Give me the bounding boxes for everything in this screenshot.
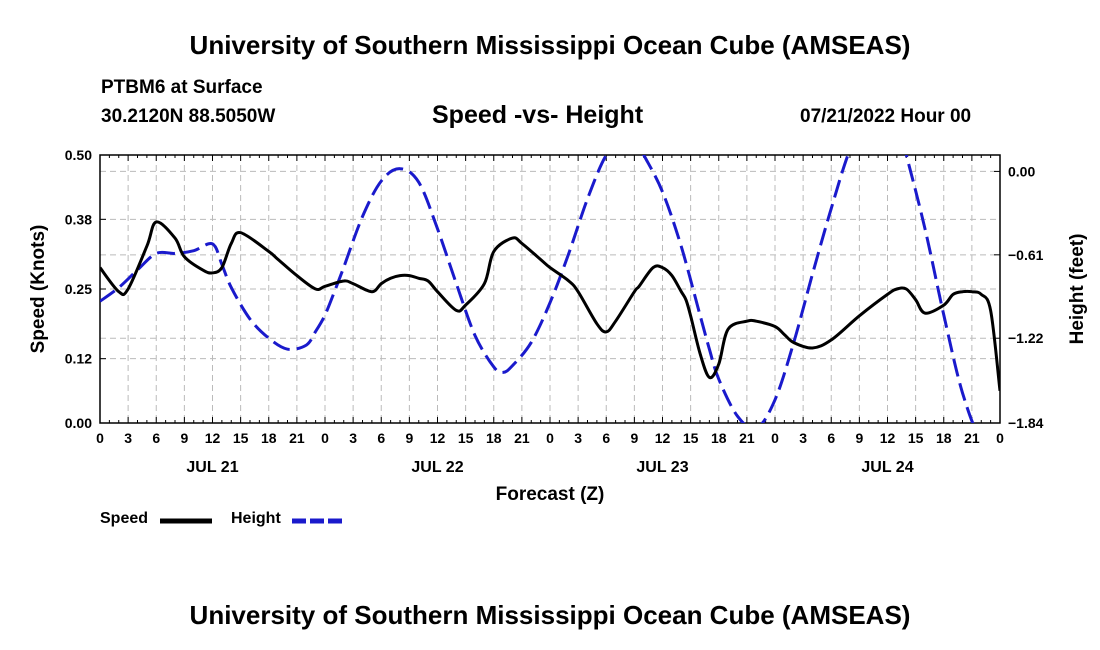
y2-tick-label: −0.61 xyxy=(1008,247,1044,263)
x-tick-label: 6 xyxy=(602,430,610,446)
x-tick-label: 12 xyxy=(205,430,221,446)
x-tick-label: 15 xyxy=(908,430,924,446)
grid-lines xyxy=(100,154,1000,424)
x-tick-label: 15 xyxy=(233,430,249,446)
y-tick-label: 0.00 xyxy=(65,415,92,431)
date-label: JUL 21 xyxy=(186,459,238,476)
x-tick-label: 12 xyxy=(430,430,446,446)
y2-tick-label: −1.22 xyxy=(1008,330,1044,346)
height-series-line xyxy=(100,155,975,423)
x-tick-label: 12 xyxy=(880,430,896,446)
x-tick-label: 18 xyxy=(936,430,952,446)
y2-axis-label: Height (feet) xyxy=(1067,234,1088,345)
y2-tick-label: −1.84 xyxy=(1008,415,1044,431)
speed-series-line xyxy=(100,220,1000,391)
date-label: JUL 23 xyxy=(636,459,688,476)
axes xyxy=(99,154,1001,424)
chart-title: University of Southern Mississippi Ocean… xyxy=(189,30,911,60)
x-tick-label: 6 xyxy=(152,430,160,446)
coordinates-label: 30.2120N 88.5050W xyxy=(101,106,276,127)
x-tick-label: 3 xyxy=(799,430,807,446)
x-tick-label: 12 xyxy=(655,430,671,446)
axis-labels: 0.000.120.250.380.500.00−0.61−1.22−1.840… xyxy=(28,147,1088,505)
x-axis-label: Forecast (Z) xyxy=(496,484,605,505)
x-tick-label: 15 xyxy=(458,430,474,446)
y-tick-label: 0.12 xyxy=(65,351,92,367)
legend-height-label: Height xyxy=(231,510,281,527)
footer-title: University of Southern Mississippi Ocean… xyxy=(189,600,911,630)
x-tick-label: 0 xyxy=(321,430,329,446)
forecast-datetime: 07/21/2022 Hour 00 xyxy=(800,106,972,127)
y-tick-label: 0.25 xyxy=(65,281,92,297)
x-tick-label: 21 xyxy=(289,430,305,446)
x-tick-label: 6 xyxy=(827,430,835,446)
x-tick-label: 21 xyxy=(514,430,530,446)
x-tick-label: 18 xyxy=(711,430,727,446)
y-tick-label: 0.50 xyxy=(65,147,92,163)
x-tick-label: 0 xyxy=(546,430,554,446)
x-tick-label: 21 xyxy=(964,430,980,446)
x-tick-label: 9 xyxy=(405,430,413,446)
x-tick-label: 9 xyxy=(630,430,638,446)
x-tick-label: 9 xyxy=(180,430,188,446)
legend-speed-label: Speed xyxy=(100,510,149,527)
x-tick-label: 3 xyxy=(574,430,582,446)
x-tick-label: 9 xyxy=(855,430,863,446)
chart-subtitle: Speed -vs- Height xyxy=(432,101,644,129)
x-tick-label: 3 xyxy=(124,430,132,446)
y2-tick-label: 0.00 xyxy=(1008,163,1035,179)
x-tick-label: 0 xyxy=(96,430,104,446)
date-label: JUL 24 xyxy=(861,459,913,476)
x-tick-label: 15 xyxy=(683,430,699,446)
y-tick-label: 0.38 xyxy=(65,211,92,227)
x-tick-label: 18 xyxy=(261,430,277,446)
date-label: JUL 22 xyxy=(411,459,463,476)
y-axis-label: Speed (Knots) xyxy=(28,225,49,354)
x-tick-label: 6 xyxy=(377,430,385,446)
x-tick-label: 18 xyxy=(486,430,502,446)
x-tick-label: 0 xyxy=(996,430,1004,446)
data-series xyxy=(100,155,1000,423)
x-tick-label: 21 xyxy=(739,430,755,446)
x-tick-label: 3 xyxy=(349,430,357,446)
x-tick-label: 0 xyxy=(771,430,779,446)
station-label: PTBM6 at Surface xyxy=(101,77,263,98)
